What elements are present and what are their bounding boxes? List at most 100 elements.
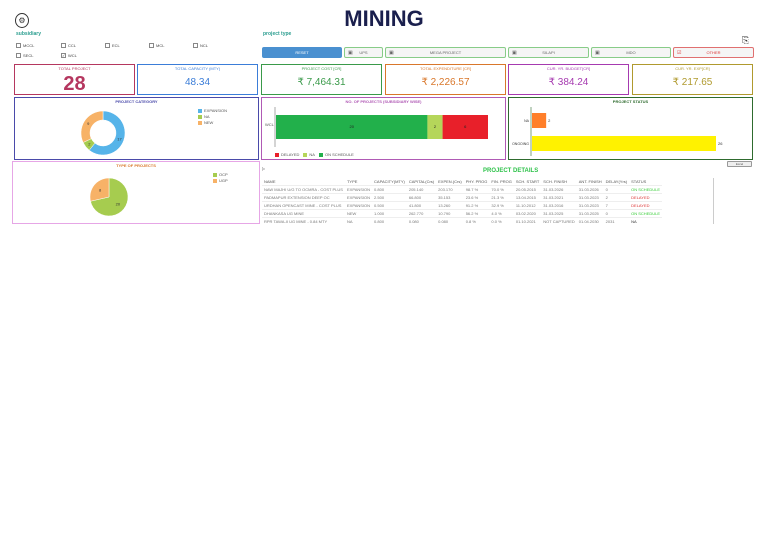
subsidiary-checkbox-mccl[interactable]: MCCL — [16, 43, 34, 48]
kpi-label: PROJECT COST [CR] — [301, 66, 342, 71]
kpi-value: ₹ 217.65 — [672, 77, 713, 88]
legend-item: EXPANSION — [198, 108, 227, 113]
checkbox-icon[interactable]: ✓ — [61, 53, 66, 58]
column-header[interactable]: CAPACITY(MTY) — [372, 178, 407, 186]
checkbox-icon[interactable] — [16, 53, 21, 58]
category-label: NA — [524, 119, 530, 123]
project-type-button-ups[interactable]: ▣ UPS — [344, 47, 383, 58]
legend-swatch — [318, 152, 323, 157]
table-row[interactable]: URDHAN OPENCAST MINE - COST PLUS EXPANSIO… — [262, 201, 663, 210]
legend-item: NEW — [198, 120, 227, 125]
project-type-button-reset[interactable]: RESET — [262, 47, 342, 58]
pie-slice-new — [80, 110, 104, 143]
kpi-label: TOTAL PROJECT — [58, 66, 91, 71]
expand-icon[interactable]: ▷ — [262, 166, 266, 171]
data-label: 6 — [464, 124, 467, 129]
legend-swatch — [303, 152, 308, 157]
subsidiary-checkbox-wcl[interactable]: ✓ WCL — [61, 53, 77, 58]
table-cell: DELAYED — [629, 201, 663, 210]
subsidiary-checkbox-ecl[interactable]: ECL — [105, 43, 120, 48]
project-type-button-mdo[interactable]: ▣ MDO — [591, 47, 671, 58]
column-header[interactable]: NAME — [262, 178, 345, 186]
checkbox-label: MCL — [156, 43, 165, 48]
table-row[interactable]: PADMAPUR EXTENSION DEEP OC EXPANSION 2.500… — [262, 193, 663, 202]
data-label: 20 — [349, 124, 354, 129]
column-header[interactable]: CAPITAL(Crs) — [406, 178, 437, 186]
subsidiary-chart: WCL 20 2 6 — [265, 107, 488, 147]
legend-label: NEW — [204, 120, 214, 125]
subsidiary-checkbox-ccl[interactable]: CCL — [61, 43, 76, 48]
legend-label: DELAYED — [281, 152, 300, 157]
project-type-button-silapi[interactable]: ▣ SILAPI — [508, 47, 589, 58]
table-cell: 03.02.2020 — [513, 209, 542, 218]
column-header[interactable]: STATUS — [629, 178, 663, 186]
checkbox-icon[interactable] — [61, 43, 66, 48]
project-type-button-mega-project[interactable]: ▣ MEGA PROJECT — [385, 47, 506, 58]
legend-item: ON SCHEDULE — [318, 152, 354, 157]
bar-delayed — [442, 115, 488, 139]
legend-label: NA — [309, 152, 315, 157]
table-cell: RPR TAWA-II UG MINE - 0.84 MTY — [262, 217, 345, 224]
table-cell: URDHAN OPENCAST MINE - COST PLUS — [262, 201, 345, 210]
column-header[interactable]: TYPE — [344, 178, 373, 186]
table-cell: 0.0 % — [489, 217, 514, 224]
kpi-value: ₹ 2,226.57 — [421, 77, 470, 88]
chart-title: NO. OF PROJECTS (SUBSIDIARY WISE) — [345, 99, 422, 104]
table-cell: EXPANSION — [344, 185, 373, 194]
table-row[interactable]: NAW MAJHI U/G TO OCMRA - COST PLUS EXPANS… — [262, 185, 663, 194]
table-cell: 203.170 — [436, 185, 464, 194]
table-cell: 205.140 — [406, 185, 437, 194]
page-title: MINING — [344, 6, 424, 31]
column-header[interactable]: DELAY(Yrs) — [603, 178, 630, 186]
checkbox-label: ECL — [112, 43, 120, 48]
column-header[interactable]: SCH. START — [513, 178, 542, 186]
subsidiary-checkbox-ncl[interactable]: NCL — [193, 43, 208, 48]
subsidiary-checkbox-secl[interactable]: SECL — [16, 53, 33, 58]
chart-title: PROJECT CATEGORY — [115, 99, 158, 104]
legend-item: DELAYED — [275, 152, 299, 157]
project-details-table: NAME TYPE CAPACITY(MTY) CAPITAL(Crs) EXPEN.(… — [262, 178, 663, 224]
kpi-value: 48.34 — [184, 77, 211, 88]
table-cell: 11.10.2012 — [513, 201, 542, 210]
column-header[interactable]: FIN. PROG — [489, 178, 514, 186]
legend-swatch — [198, 120, 202, 125]
column-header[interactable]: PHY. PROG — [463, 178, 490, 186]
checkbox-label: MCCL — [23, 43, 35, 48]
column-header[interactable]: ANT. FINISH — [576, 178, 604, 186]
kpi-card: CUR. YR. BUDGET[CR] ₹ 384.24 — [508, 64, 629, 95]
kpi-value: ₹ 384.24 — [548, 77, 589, 88]
project-details-title: PROJECT DETAILS — [483, 168, 539, 174]
checkbox-icon[interactable] — [149, 43, 154, 48]
table-row[interactable]: RPR TAWA-II UG MINE - 0.84 MTY NA 0.800 0.0… — [262, 217, 663, 224]
type-of-projects-chart: 20 8 — [89, 177, 129, 217]
data-label: 20 — [116, 202, 121, 207]
data-label: 17 — [117, 136, 122, 141]
table-cell: 0.500 — [372, 201, 407, 210]
table-cell: 41.800 — [406, 201, 437, 210]
table-row[interactable]: DHANKASA UG MINE NEW 1.000 262.770 10.790 56.… — [262, 209, 663, 218]
kpi-value: 28 — [63, 73, 86, 95]
table-cell: NOT CAPTURED — [541, 217, 577, 224]
checkbox-icon[interactable] — [193, 43, 198, 48]
project-type-button-other[interactable]: ☑ OTHER — [673, 47, 754, 58]
bar-ongoing — [532, 136, 716, 151]
table-cell: ON SCHEDULE — [629, 185, 663, 194]
table-cell: 31.03.2016 — [541, 201, 577, 210]
export-excel-button[interactable]: Excel — [727, 161, 752, 167]
table-cell: DELAYED — [629, 193, 663, 202]
project-details-table-container[interactable]: NAME TYPE CAPACITY(MTY) CAPITAL(Crs) EXPEN.(… — [262, 178, 714, 224]
subsidiary-checkbox-mcl[interactable]: MCL — [149, 43, 164, 48]
checkbox-icon[interactable] — [16, 43, 21, 48]
checkbox-label: SECL — [23, 53, 34, 58]
table-cell: 10.790 — [436, 209, 464, 218]
kpi-label: CUR. YR. BUDGET[CR] — [546, 66, 591, 71]
column-header[interactable]: SCH. FINISH — [541, 178, 577, 186]
column-header[interactable]: EXPEN.(Crs) — [436, 178, 464, 186]
checkbox-label: WCL — [68, 53, 77, 58]
project-category-panel: PROJECT CATEGORY 17 2 9 EXPANSION NA NEW — [14, 97, 259, 160]
checkbox-icon[interactable] — [105, 43, 110, 48]
export-pdf-icon[interactable]: ⎘ — [742, 35, 750, 45]
table-cell: 7 — [603, 201, 630, 210]
table-cell: 2.500 — [372, 193, 407, 202]
data-label: 2 — [548, 118, 551, 123]
